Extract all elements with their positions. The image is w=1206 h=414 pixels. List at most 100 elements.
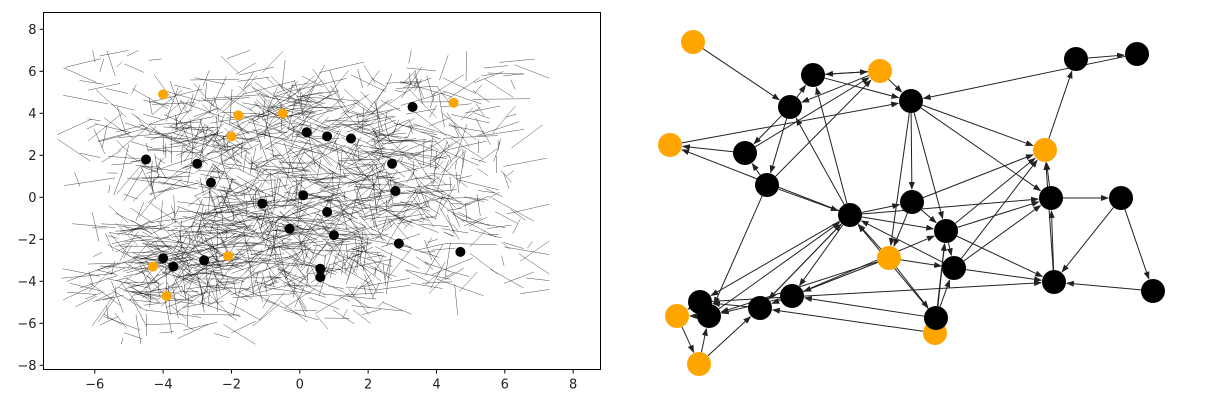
trajectory-segment: [261, 124, 297, 149]
trajectory-segment: [299, 232, 324, 249]
trajectory-segment: [123, 194, 139, 200]
trajectory-segment: [160, 200, 163, 230]
trajectory-segment: [430, 138, 433, 169]
trajectory-segment: [179, 101, 224, 118]
black-scatter-point: [257, 198, 268, 209]
black-scatter-point: [284, 223, 295, 234]
trajectory-segment: [520, 240, 550, 262]
trajectory-segment: [57, 138, 91, 162]
trajectory-segment: [345, 258, 393, 270]
trajectory-segment: [171, 229, 187, 252]
trajectory-segment: [242, 152, 247, 172]
black-scatter-point: [199, 255, 210, 266]
trajectory-segment: [238, 85, 248, 94]
trajectory-segment: [357, 68, 363, 88]
y-tick-label: −2: [17, 233, 36, 248]
trajectory-segment: [212, 113, 225, 146]
trajectory-segment: [347, 170, 383, 188]
trajectory-segment: [200, 270, 213, 305]
trajectory-segment: [305, 102, 358, 119]
trajectory-segment: [99, 316, 119, 326]
trajectory-segment: [221, 202, 271, 220]
trajectory-segment: [223, 95, 252, 111]
trajectory-segment: [232, 239, 243, 247]
trajectory-segment: [268, 254, 285, 266]
trajectory-segment: [237, 249, 254, 270]
trajectory-segment: [329, 130, 342, 153]
trajectory-segment: [219, 119, 251, 135]
black-network-node: [748, 296, 772, 320]
trajectory-segment: [191, 314, 241, 316]
trajectory-segment: [416, 184, 453, 187]
trajectory-segment: [214, 222, 230, 235]
trajectory-segment: [224, 143, 255, 168]
trajectory-segment: [194, 77, 226, 85]
trajectory-segment: [505, 113, 517, 118]
trajectory-segment: [284, 142, 294, 175]
trajectory-segment: [349, 264, 358, 276]
trajectory-segment: [146, 323, 182, 325]
trajectory-segment: [393, 197, 435, 217]
trajectory-segment: [210, 176, 237, 181]
trajectory-segment: [164, 300, 173, 334]
trajectory-segment: [215, 283, 219, 312]
trajectory-segment: [229, 181, 275, 197]
network-edge: [861, 216, 935, 231]
trajectory-segment: [343, 88, 361, 105]
network-edge: [888, 78, 903, 93]
trajectory-segment: [287, 285, 327, 298]
trajectory-segment: [410, 172, 414, 180]
trajectory-segment: [298, 224, 307, 237]
network-edge: [681, 326, 695, 354]
trajectory-segment: [419, 223, 449, 227]
trajectory-segment: [146, 309, 202, 318]
trajectory-segment: [173, 133, 206, 142]
trajectory-segment: [266, 86, 278, 114]
trajectory-segment: [203, 193, 261, 199]
network-edge: [798, 224, 844, 287]
trajectory-segment: [358, 213, 381, 218]
trajectory-segment: [341, 309, 348, 320]
trajectory-segment: [181, 323, 195, 331]
x-tick-label: −6: [85, 378, 104, 393]
trajectory-segment: [428, 250, 442, 268]
trajectory-segment: [444, 272, 454, 278]
trajectory-segment: [262, 204, 298, 232]
trajectory-segment: [506, 170, 515, 177]
trajectory-segment: [405, 108, 436, 115]
y-tick-label: 0: [28, 191, 36, 206]
trajectory-segment: [328, 285, 344, 289]
network-edge: [1087, 52, 1126, 59]
trajectory-segment: [236, 248, 265, 252]
trajectory-segment: [210, 171, 225, 174]
trajectory-segment: [408, 119, 414, 129]
trajectory-segment: [216, 225, 219, 261]
trajectory-segment: [443, 135, 498, 139]
trajectory-segment: [107, 235, 119, 239]
trajectory-segment: [356, 113, 360, 125]
trajectory-segment: [196, 179, 230, 204]
trajectory-segment: [258, 153, 280, 165]
trajectory-segment: [262, 168, 307, 176]
trajectory-segment: [171, 272, 189, 294]
trajectory-segment: [141, 166, 156, 173]
trajectory-segment: [221, 244, 237, 246]
trajectory-segment: [263, 281, 280, 288]
trajectory-segment: [111, 104, 135, 111]
network-edge: [858, 223, 882, 250]
trajectory-segment: [306, 64, 325, 99]
trajectory-segment: [272, 91, 283, 108]
trajectory-segment: [328, 169, 376, 191]
trajectory-segment: [247, 215, 299, 219]
black-scatter-point: [141, 154, 152, 165]
trajectory-segment: [404, 155, 436, 167]
trajectory-segment: [414, 202, 434, 219]
trajectory-segment: [193, 108, 219, 117]
trajectory-segment: [111, 289, 147, 311]
black-scatter-point: [205, 177, 216, 188]
trajectory-segment: [525, 277, 550, 281]
trajectory-segment: [264, 299, 299, 314]
trajectory-segment: [384, 251, 393, 280]
trajectory-segment: [164, 251, 185, 272]
trajectory-segment: [172, 288, 179, 319]
